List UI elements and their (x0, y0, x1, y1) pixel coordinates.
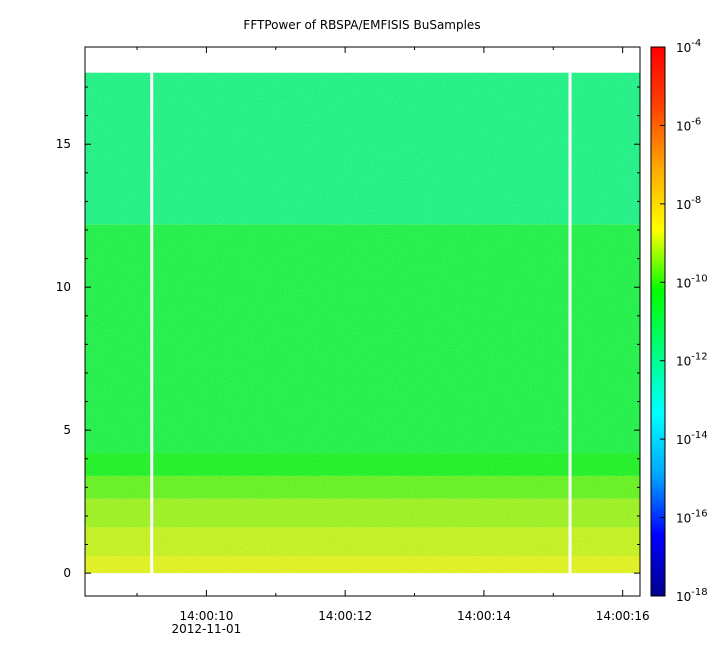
chart-title: FFTPower of RBSPA/EMFISIS BuSamples (243, 18, 481, 32)
spectrogram-texture (85, 72, 640, 574)
colorbar-tick-label: 10-6 (676, 116, 701, 133)
x-tick-label: 14:00:16 (596, 609, 650, 623)
colorbar: 10-4 10-6 10-8 10-10 10-12 10-14 10-16 10-18 (650, 38, 708, 604)
data-gap (150, 72, 154, 574)
data-gap (568, 72, 572, 574)
colorbar-tick-label: 10-16 (676, 509, 708, 526)
colorbar-gradient (650, 46, 666, 597)
colorbar-tick-label: 10-14 (676, 430, 708, 447)
x-tick-label: 14:00:14 (457, 609, 511, 623)
y-tick-label: 0 (63, 566, 71, 580)
y-tick-label: 15 (56, 137, 71, 151)
spectrogram-plot-area (85, 47, 640, 596)
x-tick-label: 14:00:12 (318, 609, 372, 623)
plot-frame (84, 46, 641, 597)
colorbar-tick-label: 10-12 (676, 352, 708, 369)
y-tick-label: 10 (56, 280, 71, 294)
colorbar-tick-label: 10-10 (676, 273, 708, 290)
y-tick-label: 5 (63, 423, 71, 437)
colorbar-tick-label: 10-8 (676, 195, 701, 212)
colorbar-tick-label: 10-18 (676, 587, 708, 604)
x-tick-label: 14:00:10 (179, 609, 233, 623)
axes: 0 5 10 15 14:00:10 14:00:12 14:00:14 14:00:16 20… (56, 46, 650, 636)
colorbar-tick-label: 10-4 (676, 38, 701, 55)
x-date-label: 2012-11-01 (172, 622, 242, 636)
